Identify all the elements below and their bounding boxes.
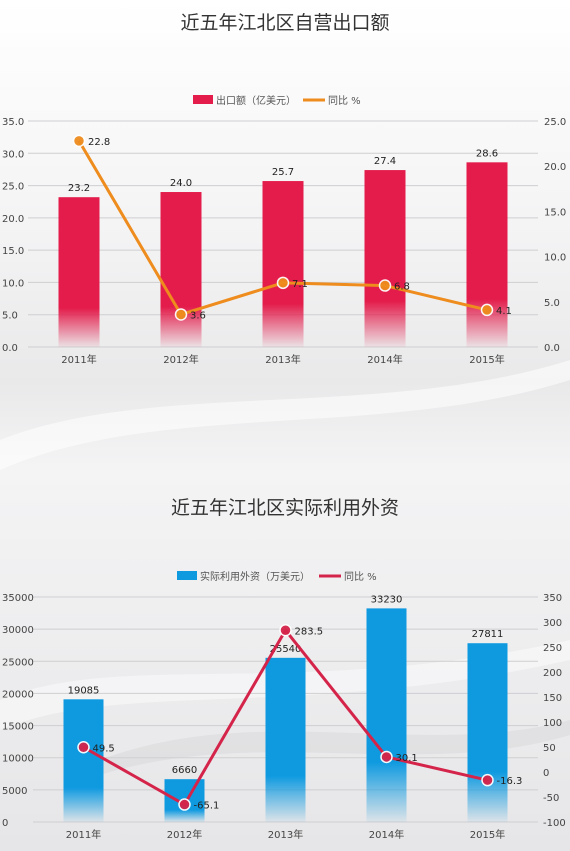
line-value-label: -65.1 — [194, 801, 220, 812]
export-chart: 出口额（亿美元） 同比 % 0.0 5.0 10.0 15.0 20.0 25.0 30.0 35… — [2, 94, 566, 366]
line-value-label: 30.1 — [396, 753, 418, 764]
y-right-tick-label: 0.0 — [544, 343, 560, 354]
line-value-label: -16.3 — [497, 776, 523, 787]
y-left-tick-label: 0 — [2, 818, 8, 829]
y-left-tick-label: 35.0 — [2, 117, 24, 128]
y-left-tick-label: 20000 — [2, 689, 34, 700]
line-point — [481, 773, 494, 787]
line-value-label: 6.8 — [394, 282, 410, 293]
x-tick-label: 2013年 — [268, 828, 303, 840]
y-left-tick-label: 30.0 — [2, 149, 24, 160]
legend-bar-swatch — [193, 95, 213, 104]
legend-line-label: 同比 % — [344, 571, 377, 583]
y-right-tick-label: 25.0 — [544, 117, 566, 128]
y-right-tick-label: 10.0 — [544, 253, 566, 264]
bar — [466, 162, 508, 347]
y-left-tick-label: 15000 — [2, 722, 34, 733]
bar-value-label: 28.6 — [476, 148, 498, 159]
y-right-tick-label: 300 — [543, 618, 562, 629]
x-tick-label: 2014年 — [367, 353, 402, 366]
legend-bar-swatch — [177, 571, 197, 580]
y-right-tick-label: 100 — [543, 718, 562, 729]
bar-value-label: 25.7 — [272, 167, 294, 178]
legend-bar-label: 实际利用外资（万美元） — [200, 570, 310, 583]
x-tick-label: 2015年 — [469, 353, 504, 366]
y-right-tick-label: 5.0 — [544, 298, 560, 309]
y-right-tick-label: 0 — [543, 768, 549, 779]
bar — [265, 657, 306, 822]
line-value-label: 4.1 — [496, 306, 512, 317]
bar — [366, 608, 407, 822]
bar-value-label: 23.2 — [68, 183, 90, 194]
y-left-tick-label: 5000 — [2, 786, 27, 797]
y-left-tick-label: 10000 — [2, 754, 34, 765]
legend-line-label: 同比 % — [328, 95, 361, 107]
y-left-tick-label: 25.0 — [2, 182, 24, 193]
line-point — [72, 134, 86, 148]
line-value-label: 7.1 — [292, 279, 308, 290]
x-tick-label: 2014年 — [369, 828, 404, 840]
line-point — [276, 276, 290, 290]
y-left-tick-label: 25000 — [2, 657, 34, 668]
line-point — [480, 303, 494, 317]
line-point — [380, 750, 393, 764]
y-right-tick-label: -100 — [543, 818, 566, 829]
y-left-tick-label: 0.0 — [2, 343, 18, 354]
bar — [58, 197, 100, 347]
x-tick-label: 2011年 — [61, 353, 96, 366]
y-left-tick-label: 15.0 — [2, 246, 24, 257]
y-left-tick-label: 10.0 — [2, 278, 24, 289]
line-point — [279, 624, 292, 637]
line-value-label: 3.6 — [190, 310, 206, 321]
bar-value-label: 25540 — [270, 644, 302, 655]
line-point — [178, 798, 191, 811]
x-tick-label: 2012年 — [167, 828, 202, 840]
line-value-label: 49.5 — [93, 743, 115, 754]
y-right-tick-label: 150 — [543, 693, 562, 704]
fdi-chart: 实际利用外资（万美元） 同比 % 0 5000 10000 15000 20000 25000… — [2, 570, 566, 840]
chart-title-fdi: 近五年江北区实际利用外资 — [170, 497, 399, 519]
bar-value-label: 27811 — [472, 629, 504, 640]
chart-title-export: 近五年江北区自营出口额 — [180, 12, 390, 34]
y-right-tick-label: 20.0 — [544, 162, 566, 173]
bar-value-label: 33230 — [371, 594, 403, 605]
legend: 出口额（亿美元） 同比 % — [193, 94, 361, 107]
legend-bar-label: 出口额（亿美元） — [216, 94, 296, 107]
bar — [63, 699, 104, 822]
y-right-tick-label: 200 — [543, 668, 562, 679]
bar — [467, 643, 508, 822]
bar — [364, 170, 406, 347]
line-point — [174, 308, 188, 321]
y-right-tick-label: 250 — [543, 643, 562, 654]
bar-value-label: 19085 — [68, 685, 100, 696]
x-tick-label: 2015年 — [470, 828, 505, 840]
y-right-tick-label: -50 — [543, 793, 559, 804]
line-point — [378, 279, 392, 292]
y-right-tick-label: 50 — [543, 743, 556, 754]
x-tick-label: 2013年 — [265, 353, 300, 366]
x-tick-label: 2012年 — [163, 353, 198, 366]
bar — [160, 192, 202, 347]
legend: 实际利用外资（万美元） 同比 % — [177, 570, 377, 583]
bar-value-label: 24.0 — [170, 178, 192, 189]
y-left-tick-label: 35000 — [2, 593, 34, 604]
bar-value-label: 6660 — [172, 765, 197, 776]
line-point — [77, 741, 90, 754]
y-left-tick-label: 30000 — [2, 625, 34, 636]
bar-value-label: 27.4 — [374, 156, 396, 167]
y-left-tick-label: 5.0 — [2, 311, 18, 322]
y-left-tick-label: 20.0 — [2, 214, 24, 225]
line-value-label: 22.8 — [88, 137, 110, 148]
bar — [262, 181, 304, 347]
x-tick-label: 2011年 — [66, 828, 101, 840]
y-right-tick-label: 350 — [543, 593, 562, 604]
y-right-tick-label: 15.0 — [544, 207, 566, 218]
line-value-label: 283.5 — [295, 626, 324, 637]
